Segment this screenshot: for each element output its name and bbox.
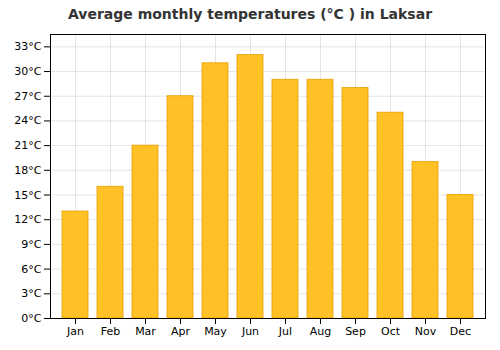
svg-text:0°C: 0°C bbox=[21, 312, 41, 325]
svg-text:Nov: Nov bbox=[415, 325, 437, 338]
html-text:Average monthly temperatures (: Average monthly temperatures (°C ) in La… bbox=[68, 6, 432, 22]
svg-text:Aug: Aug bbox=[310, 325, 331, 338]
svg-text:3°C: 3°C bbox=[21, 287, 41, 300]
svg-text:Dec: Dec bbox=[450, 325, 471, 338]
svg-text:Sep: Sep bbox=[345, 325, 366, 338]
svg-text:30°C: 30°C bbox=[14, 65, 41, 78]
svg-text:Jul: Jul bbox=[278, 325, 292, 338]
svg-text:18°C: 18°C bbox=[14, 164, 41, 177]
svg-text:27°C: 27°C bbox=[14, 90, 41, 103]
svg-text:21°C: 21°C bbox=[14, 139, 41, 152]
svg-text:Feb: Feb bbox=[101, 325, 120, 338]
svg-text:May: May bbox=[204, 325, 227, 338]
svg-text:Mar: Mar bbox=[135, 325, 156, 338]
svg-text:24°C: 24°C bbox=[14, 114, 41, 127]
svg-text:Jun: Jun bbox=[241, 325, 259, 338]
svg-text:6°C: 6°C bbox=[21, 263, 41, 276]
svg-text:9°C: 9°C bbox=[21, 238, 41, 251]
svg-text:Apr: Apr bbox=[171, 325, 191, 338]
svg-text:15°C: 15°C bbox=[14, 189, 41, 202]
svg-text:Jan: Jan bbox=[66, 325, 84, 338]
svg-text:12°C: 12°C bbox=[14, 213, 41, 226]
svg-text:33°C: 33°C bbox=[14, 40, 41, 53]
svg-text:Oct: Oct bbox=[381, 325, 401, 338]
